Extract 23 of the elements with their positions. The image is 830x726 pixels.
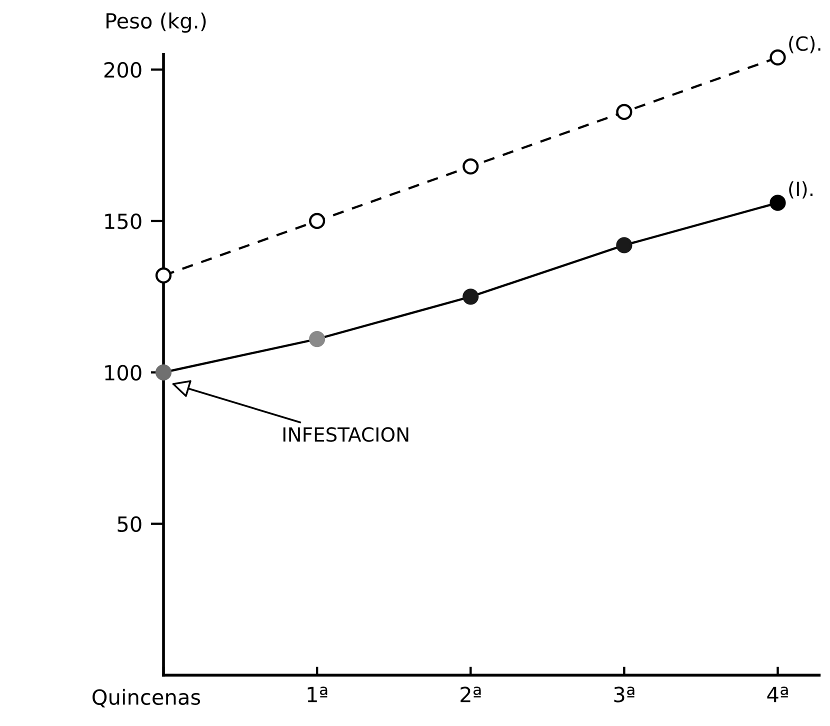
point	[155, 364, 172, 380]
point	[616, 237, 632, 254]
x-tick-label: 3ª	[614, 686, 634, 702]
point	[770, 194, 786, 211]
point	[309, 212, 326, 230]
series-label: (I).	[789, 181, 812, 199]
point	[462, 158, 479, 175]
series-label: (C).	[789, 36, 820, 54]
y-tick-label: 150	[105, 213, 142, 230]
x-tick-label: 4ª	[767, 686, 788, 702]
point	[155, 267, 172, 284]
x-tick-label: 1ª	[308, 686, 328, 702]
annotation: INFESTACION	[283, 427, 408, 442]
y-tick-label: 200	[104, 62, 142, 78]
x-axis-title: Quincenas	[92, 688, 200, 708]
point	[462, 288, 479, 305]
point	[309, 331, 326, 348]
x-tick-label: 2ª	[460, 686, 481, 702]
point	[770, 49, 786, 66]
y-axis-title: Peso (kg.)	[106, 12, 206, 33]
y-tick-label: 100	[105, 364, 142, 381]
y-tick-label: 50	[118, 516, 142, 532]
point	[616, 104, 632, 120]
